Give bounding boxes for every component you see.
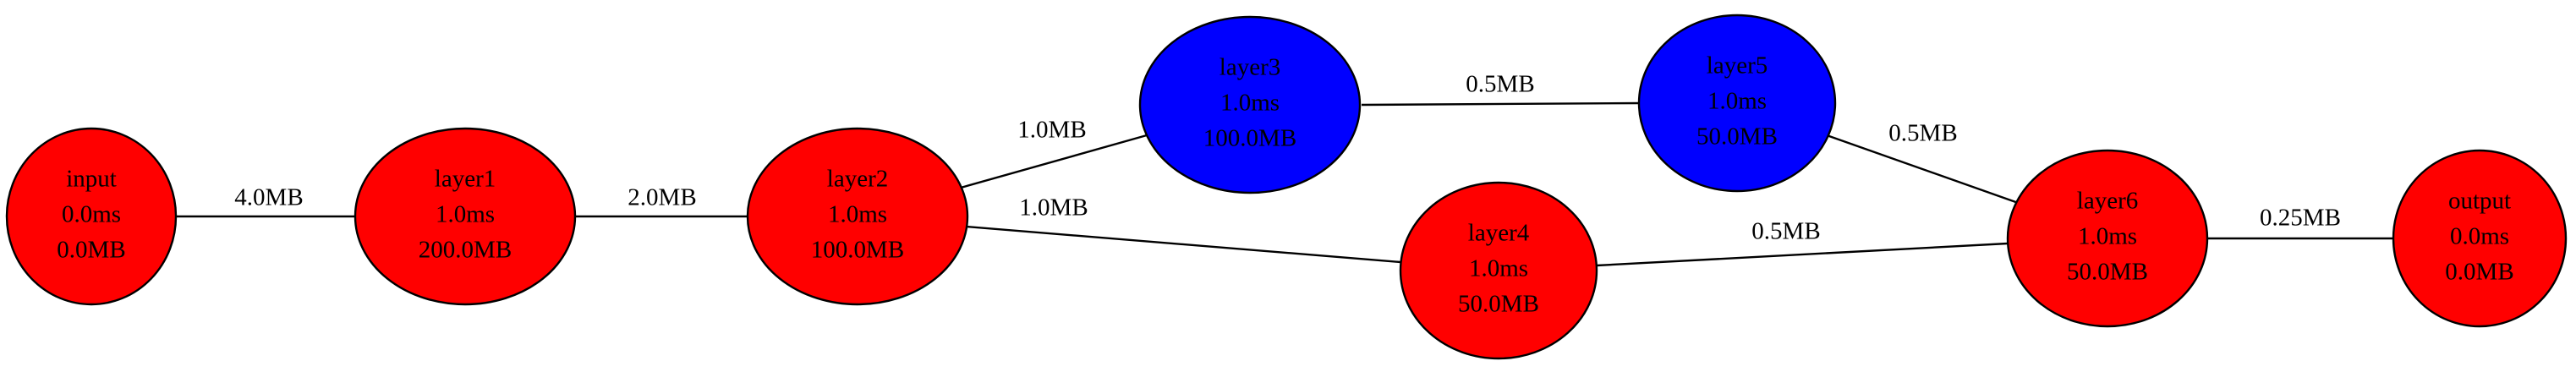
edge-label-layer2-layer4: 1.0MB <box>1019 194 1088 222</box>
node-layer2-time: 1.0ms <box>828 201 887 228</box>
node-output-time: 0.0ms <box>2450 223 2509 250</box>
edge-label-layer2-layer3: 1.0MB <box>1017 117 1086 144</box>
node-layer1[interactable]: layer1 1.0ms 200.0MB <box>354 127 577 306</box>
node-layer3-ellipse <box>1138 15 1362 194</box>
node-output-mem: 0.0MB <box>2445 259 2513 286</box>
node-input-mem: 0.0MB <box>57 237 125 264</box>
node-layer2-mem: 100.0MB <box>811 237 904 264</box>
node-input[interactable]: input 0.0ms 0.0MB <box>5 127 178 306</box>
node-output-name: output <box>2448 188 2511 215</box>
node-layer6[interactable]: layer6 1.0ms 50.0MB <box>2006 149 2209 328</box>
nodes: input 0.0ms 0.0MB layer1 1.0ms 200.0MB l… <box>5 14 2568 360</box>
node-layer4-ellipse <box>1399 181 1598 360</box>
node-output[interactable]: output 0.0ms 0.0MB <box>2392 149 2568 328</box>
edge-layer3-layer5 <box>1361 101 1642 107</box>
node-layer3-mem: 100.0MB <box>1203 125 1296 152</box>
node-layer5-mem: 50.0MB <box>1696 123 1778 150</box>
node-input-ellipse <box>5 127 178 306</box>
node-layer6-ellipse <box>2006 149 2209 328</box>
edges <box>176 101 2393 267</box>
node-layer4-mem: 50.0MB <box>1458 291 1539 318</box>
node-layer6-time: 1.0ms <box>2078 223 2137 250</box>
edge-layer4-layer6 <box>1596 242 2009 267</box>
edge-label-layer3-layer5: 0.5MB <box>1466 71 1534 98</box>
edge-label-layer4-layer6: 0.5MB <box>1751 218 1820 245</box>
node-layer6-mem: 50.0MB <box>2067 259 2148 286</box>
node-layer3[interactable]: layer3 1.0ms 100.0MB <box>1138 15 1362 194</box>
node-layer3-name: layer3 <box>1219 54 1280 81</box>
edge-labels: 4.0MB 2.0MB 1.0MB 1.0MB 0.5MB 0.5MB 0.5M… <box>234 71 2341 245</box>
edge-layer2-layer4 <box>965 225 1401 264</box>
node-input-time: 0.0ms <box>62 201 121 228</box>
node-layer5-name: layer5 <box>1707 52 1768 79</box>
node-input-name: input <box>66 166 117 193</box>
node-layer1-name: layer1 <box>435 166 496 193</box>
edge-layer2-layer3 <box>960 134 1148 189</box>
node-layer6-name: layer6 <box>2077 188 2138 215</box>
node-layer5-ellipse <box>1637 14 1837 193</box>
node-layer2[interactable]: layer2 1.0ms 100.0MB <box>746 127 969 306</box>
edge-layer5-layer6 <box>1826 134 2024 206</box>
edge-label-layer5-layer6: 0.5MB <box>1888 120 1957 147</box>
edge-label-layer6-output: 0.25MB <box>2260 205 2341 232</box>
node-output-ellipse <box>2392 149 2568 328</box>
node-layer5[interactable]: layer5 1.0ms 50.0MB <box>1637 14 1837 193</box>
edge-label-input-layer1: 4.0MB <box>234 184 303 211</box>
node-layer3-time: 1.0ms <box>1220 90 1280 117</box>
node-layer4[interactable]: layer4 1.0ms 50.0MB <box>1399 181 1598 360</box>
node-layer2-name: layer2 <box>827 166 888 193</box>
node-layer1-ellipse <box>354 127 577 306</box>
edge-label-layer1-layer2: 2.0MB <box>628 184 696 211</box>
node-layer1-mem: 200.0MB <box>419 237 512 264</box>
node-layer4-name: layer4 <box>1468 220 1530 247</box>
node-layer4-time: 1.0ms <box>1469 255 1528 282</box>
node-layer2-ellipse <box>746 127 969 306</box>
node-layer5-time: 1.0ms <box>1707 88 1767 115</box>
node-layer1-time: 1.0ms <box>436 201 495 228</box>
